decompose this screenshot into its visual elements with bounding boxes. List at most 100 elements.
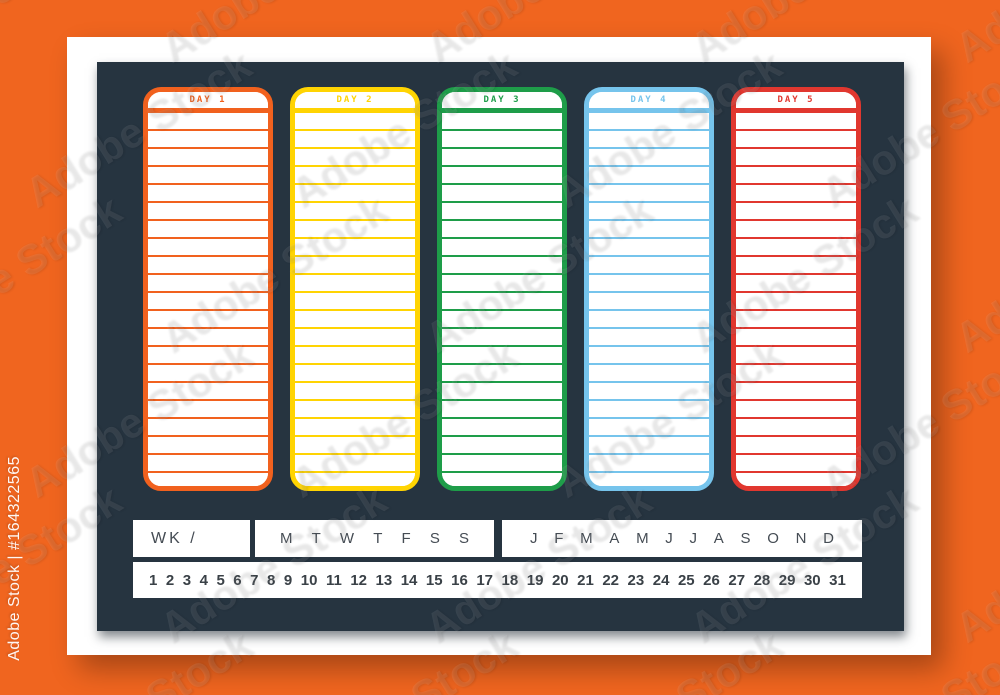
date-number: 7 [250,571,259,589]
date-number: 3 [182,571,192,589]
day-columns: DAY 1 DAY 2 DAY 3 DAY 4 DAY 5 [143,87,861,491]
ruled-line [295,257,415,275]
day-column-3: DAY 3 [437,87,567,491]
ruled-line [148,365,268,383]
date-number: 23 [627,571,645,589]
day-column-header: DAY 2 [295,92,415,113]
ruled-line [295,167,415,185]
weekday-letter: S [429,530,440,547]
weekday-letter: S [458,530,469,547]
ruled-line [148,149,268,167]
ruled-line [736,203,856,221]
ruled-line [442,185,562,203]
ruled-line [736,185,856,203]
ruled-line [148,437,268,455]
ruled-line [442,131,562,149]
ruled-line [295,221,415,239]
ruled-line [442,437,562,455]
ruled-line [442,293,562,311]
ruled-line [295,149,415,167]
ruled-line [589,365,709,383]
ruled-line [442,329,562,347]
date-number: 27 [728,571,746,589]
ruled-line [589,185,709,203]
ruled-lines [295,113,415,486]
month-letter: M [580,530,593,547]
ruled-line [442,401,562,419]
ruled-line [736,131,856,149]
watermark-tile: Adobe Stock [946,186,1000,362]
ruled-line [736,275,856,293]
ruled-lines [148,113,268,486]
ruled-line [295,383,415,401]
ruled-line [736,239,856,257]
date-number: 12 [350,571,367,589]
paper-card: DAY 1 DAY 2 DAY 3 DAY 4 DAY 5 WK / M T W T F S S J… [67,37,931,655]
ruled-line [295,275,415,293]
ruled-line [295,239,415,257]
ruled-line [736,149,856,167]
month-letter: J [689,530,698,547]
date-number: 17 [476,571,494,589]
ruled-line [589,383,709,401]
ruled-line [589,167,709,185]
ruled-line [295,437,415,455]
date-number: 25 [677,571,695,589]
weekday-letter: T [373,530,383,547]
date-number: 6 [233,571,242,589]
ruled-line [736,347,856,365]
ruled-line [295,365,415,383]
date-number: 31 [829,571,846,589]
ruled-line [148,383,268,401]
month-letter: J [530,530,538,547]
ruled-line [148,203,268,221]
weekday-letter: F [401,530,411,547]
ruled-line [148,401,268,419]
ruled-line [148,329,268,347]
day-label: DAY 3 [483,94,521,105]
date-number: 24 [652,571,670,589]
day-column-4: DAY 4 [584,87,714,491]
ruled-line [589,149,709,167]
date-number: 5 [216,571,225,589]
date-number: 4 [199,571,208,589]
month-letter: A [609,530,620,547]
ruled-line [295,293,415,311]
ruled-line [442,365,562,383]
ruled-line [736,437,856,455]
ruled-line [148,257,268,275]
weekday-letter: W [339,530,355,547]
date-number: 22 [602,571,620,589]
day-column-header: DAY 3 [442,92,562,113]
weekday-letter: M [280,530,293,547]
ruled-line [295,185,415,203]
ruled-line [442,347,562,365]
ruled-line [148,311,268,329]
ruled-line [148,131,268,149]
ruled-line [148,185,268,203]
date-number: 16 [451,571,468,589]
date-number: 9 [283,571,293,589]
ruled-line [148,275,268,293]
month-letter: F [554,530,564,547]
date-number: 11 [325,571,342,589]
ruled-line [295,419,415,437]
ruled-lines [736,113,856,486]
date-number: 30 [803,571,821,589]
ruled-line [148,113,268,131]
ruled-line [589,221,709,239]
date-number: 15 [425,571,443,589]
day-column-header: DAY 4 [589,92,709,113]
ruled-line [736,113,856,131]
date-bar: 1 2 3 4 5 6 7 8 9 10 11 12 13 14 15 16 17 18 19 20 21 22 23 24 2… [133,562,862,598]
ruled-line [589,203,709,221]
watermark-tile: Adobe Stock [946,476,1000,652]
date-number: 28 [753,571,771,589]
day-label: DAY 5 [777,94,815,105]
date-number: 13 [375,571,393,589]
ruled-line [295,329,415,347]
ruled-line [589,113,709,131]
day-label: DAY 4 [630,94,668,105]
